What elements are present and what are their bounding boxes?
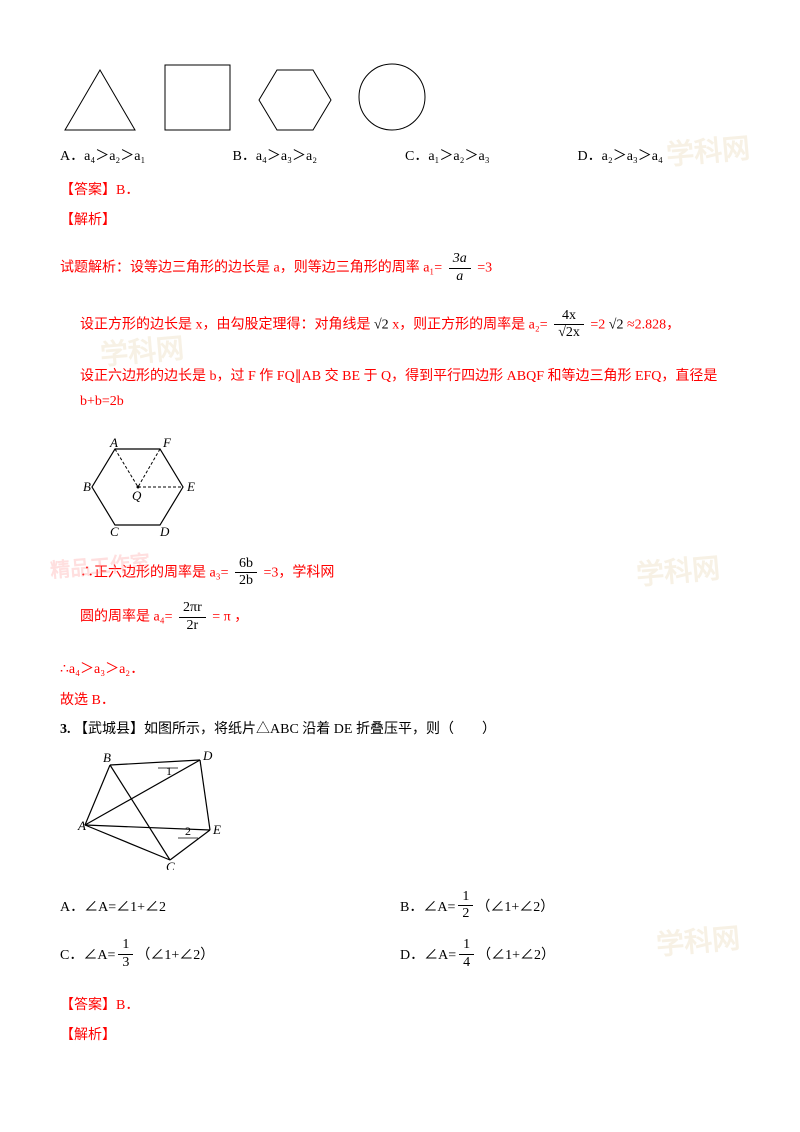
fraction: 1 4: [459, 937, 474, 972]
q3-options: A．∠A=∠1+∠2 B．∠A= 1 2 （∠1+∠2） C．∠A= 1 3 （…: [60, 889, 740, 986]
fold-diagram: A B D E C 1 2: [70, 750, 740, 875]
shapes-row: [60, 60, 740, 135]
text: 圆的周率是 a₄=: [80, 610, 176, 625]
label-q: Q: [132, 488, 142, 503]
fraction: 1 3: [118, 937, 133, 972]
q2-line1: 试题解析：设等边三角形的边长是 a，则等边三角形的周率 a₁= 3a a =3: [60, 251, 740, 286]
label-f: F: [162, 437, 172, 450]
fraction: 3a a: [449, 251, 471, 286]
q2-analysis-label: 【解析】: [60, 209, 740, 229]
numerator: 2πr: [179, 600, 206, 618]
q2-answer: 【答案】B．: [60, 179, 740, 199]
text: D．∠A=: [400, 944, 456, 964]
denominator: a: [449, 269, 471, 286]
label-d: D: [159, 524, 170, 537]
fraction: 6b 2b: [235, 556, 257, 591]
q2-line5: 圆的周率是 a₄= 2πr 2r = π ，: [60, 600, 740, 635]
triangle-shape: [60, 65, 140, 135]
numerator: 3a: [449, 251, 471, 269]
hexagon-shape: [255, 65, 335, 135]
text: ≈2.828，: [627, 317, 680, 332]
fraction: 2πr 2r: [179, 600, 206, 635]
denominator: 2: [458, 906, 473, 923]
numerator: 1: [118, 937, 133, 955]
option-b: B．∠A= 1 2 （∠1+∠2）: [400, 889, 740, 924]
text: =3: [477, 261, 492, 276]
numerator: 1: [458, 889, 473, 907]
text: C．∠A=: [60, 944, 115, 964]
text: 设正方形的边长是 x，由勾股定理得：对角线是: [80, 317, 374, 332]
label-c: C: [110, 524, 119, 537]
text: =3，学科网: [264, 565, 335, 580]
sqrt: √2: [374, 317, 389, 332]
hexagon-diagram: A F B E C D Q: [80, 437, 740, 542]
q2-conclusion1: ∴a₄＞a₃＞a₂．: [60, 657, 740, 682]
numerator: 4x: [554, 308, 584, 326]
q3-analysis-label: 【解析】: [60, 1024, 740, 1044]
q3-text: 3.3.【武城县】如图所示，将纸片△ABC 沿着 DE 折叠压平，则（ ） 【武…: [60, 719, 740, 741]
fraction: 4x √2x: [554, 308, 584, 343]
label-b: B: [103, 750, 111, 765]
option-b: B．a₄＞a₃＞a₂: [233, 145, 396, 165]
label-b: B: [83, 479, 91, 494]
option-a: A．a₄＞a₂＞a₁: [60, 145, 223, 165]
fraction: 1 2: [458, 889, 473, 924]
text: 试题解析：设等边三角形的边长是 a，则等边三角形的周率 a₁=: [60, 261, 446, 276]
option-c: C．a₁＞a₂＞a₃: [405, 145, 568, 165]
q3-visible: 【武城县】如图所示，将纸片△ABC 沿着 DE 折叠压平，则（ ）: [74, 722, 496, 737]
denominator: 3: [118, 955, 133, 972]
numerator: 6b: [235, 556, 257, 574]
label-c: C: [166, 859, 175, 870]
text: （∠1+∠2）: [477, 944, 555, 964]
circle-shape: [355, 60, 430, 135]
label-a: A: [109, 437, 118, 450]
q2-options: A．a₄＞a₂＞a₁ B．a₄＞a₃＞a₂ C．a₁＞a₂＞a₃ D．a₂＞a₃…: [60, 145, 740, 165]
label-e: E: [186, 479, 195, 494]
label-1: 1: [166, 764, 172, 778]
q2-conclusion2: 故选 B．: [60, 688, 740, 713]
q3-answer: 【答案】B．: [60, 994, 740, 1014]
q2-line4: ∴正六边形的周率是 a₃= 6b 2b =3，学科网: [60, 556, 740, 591]
square-shape: [160, 60, 235, 135]
text: B．∠A=: [400, 896, 455, 916]
option-c: C．∠A= 1 3 （∠1+∠2）: [60, 937, 400, 972]
text: （∠1+∠2）: [476, 896, 554, 916]
label-e: E: [212, 822, 221, 837]
text: =2: [590, 317, 608, 332]
numerator: 1: [459, 937, 474, 955]
text: x，则正方形的周率是 a₂=: [392, 317, 551, 332]
label-a: A: [77, 818, 86, 833]
label-2: 2: [185, 824, 191, 838]
option-d: D．a₂＞a₃＞a₄: [578, 145, 741, 165]
denominator: 2b: [235, 573, 257, 590]
text: = π ，: [212, 610, 248, 625]
q2-line2: 设正方形的边长是 x，由勾股定理得：对角线是 √2 x，则正方形的周率是 a₂=…: [60, 308, 740, 343]
denominator: 2r: [179, 618, 206, 635]
option-a: A．∠A=∠1+∠2: [60, 889, 400, 924]
option-d: D．∠A= 1 4 （∠1+∠2）: [400, 937, 740, 972]
text: A．∠A=∠1+∠2: [60, 896, 166, 916]
q2-line3: 设正六边形的边长是 b，过 F 作 FQ∥AB 交 BE 于 Q，得到平行四边形…: [60, 364, 740, 414]
denominator: 4: [459, 955, 474, 972]
denominator: √2x: [554, 325, 584, 342]
sqrt: √2: [609, 317, 624, 332]
text: （∠1+∠2）: [136, 944, 214, 964]
text: ∴正六边形的周率是 a₃=: [80, 565, 232, 580]
label-d: D: [202, 750, 213, 763]
